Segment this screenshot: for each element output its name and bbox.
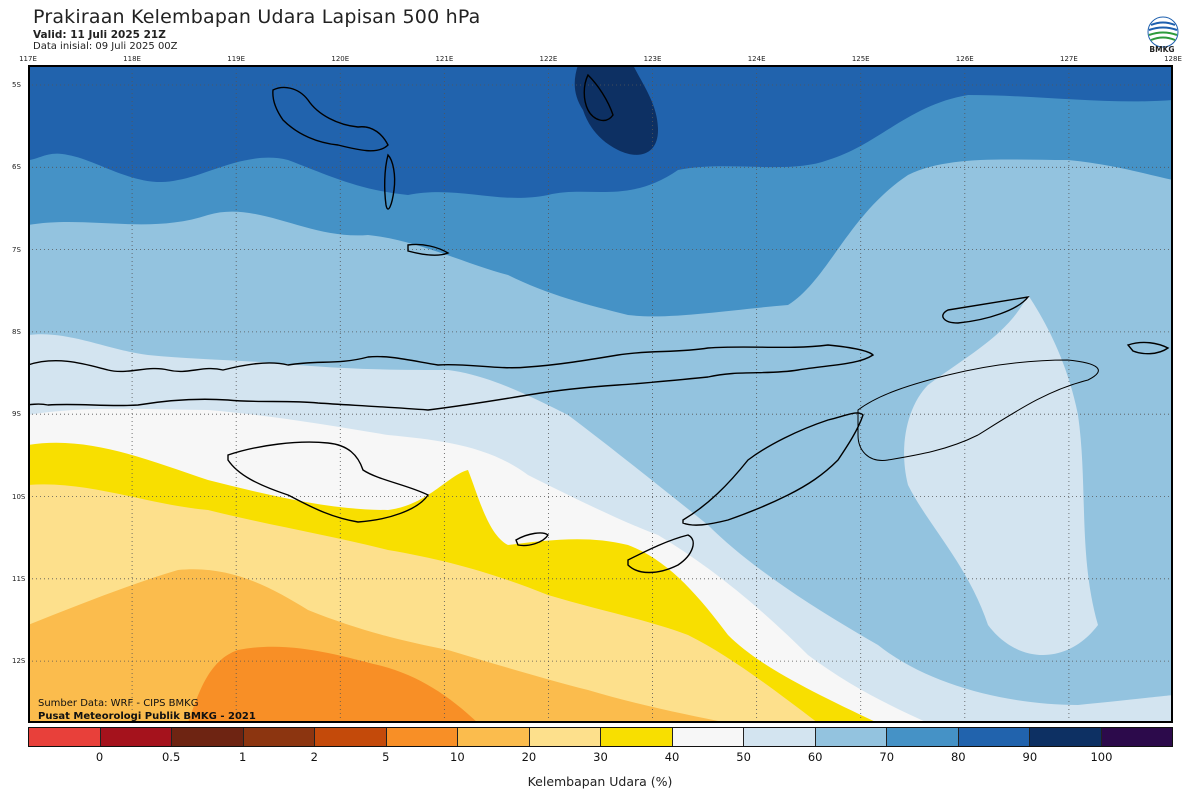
longitude-label: 120E bbox=[331, 55, 350, 63]
colorbar-segment bbox=[243, 728, 315, 746]
sumba-island bbox=[227, 441, 430, 523]
wetar-island bbox=[942, 296, 1030, 324]
colorbar-tick-label: 0 bbox=[95, 750, 104, 764]
colorbar bbox=[28, 727, 1173, 747]
colorbar-tick-label: 80 bbox=[950, 750, 966, 764]
latitude-label: 11S bbox=[12, 574, 26, 583]
longitude-label: 127E bbox=[1060, 55, 1078, 63]
map-border bbox=[28, 65, 1173, 723]
humidity-map bbox=[27, 65, 1173, 723]
colorbar-segment bbox=[601, 728, 673, 746]
colorbar-tick-label: 1 bbox=[239, 750, 247, 764]
longitude-label: 121E bbox=[435, 55, 454, 63]
latitude-label: 6S bbox=[12, 163, 21, 172]
buton-island bbox=[583, 73, 614, 122]
timor-island bbox=[682, 412, 864, 526]
bmkg-logo-icon bbox=[1147, 16, 1179, 48]
humidity-50-60-east-area bbox=[904, 295, 1098, 655]
colorbar-tick-label: 70 bbox=[879, 750, 895, 764]
longitude-label: 117E bbox=[19, 55, 37, 63]
colorbar-segment bbox=[458, 728, 530, 746]
colorbar-tick-label: 30 bbox=[593, 750, 608, 764]
colorbar-segment bbox=[887, 728, 959, 746]
longitude-label: 118E bbox=[123, 55, 141, 63]
colorbar-segment bbox=[744, 728, 816, 746]
colorbar-segment bbox=[29, 728, 101, 746]
colorbar-tick-label: 0.5 bbox=[161, 750, 181, 764]
colorbar-segment bbox=[386, 728, 458, 746]
longitude-label: 124E bbox=[747, 55, 766, 63]
colorbar-segment bbox=[100, 728, 172, 746]
colorbar-segment bbox=[672, 728, 744, 746]
longitude-label: 119E bbox=[227, 55, 246, 63]
colorbar-segment bbox=[315, 728, 387, 746]
map-canvas bbox=[27, 65, 1173, 723]
latitude-label: 10S bbox=[12, 492, 26, 501]
publisher: Pusat Meteorologi Publik BMKG - 2021 bbox=[38, 711, 256, 722]
init-time: Data inisial: 09 Juli 2025 00Z bbox=[33, 41, 178, 52]
colorbar-segment bbox=[1101, 728, 1172, 746]
data-source: Sumber Data: WRF - CIPS BMKG bbox=[38, 698, 199, 709]
colorbar-tick-label: 10 bbox=[450, 750, 465, 764]
rote-island bbox=[627, 534, 694, 574]
longitude-label: 125E bbox=[851, 55, 870, 63]
colorbar-segment bbox=[172, 728, 244, 746]
latitude-label: 5S bbox=[12, 81, 21, 89]
latitude-label: 7S bbox=[12, 245, 21, 254]
valid-time: Valid: 11 Juli 2025 21Z bbox=[33, 29, 166, 41]
logo-text: BMKG bbox=[1149, 45, 1175, 54]
latitude-label: 12S bbox=[12, 657, 26, 666]
flores-sea-islands bbox=[407, 243, 450, 256]
colorbar-tick-label: 5 bbox=[382, 750, 390, 764]
humidity-90-100-area bbox=[574, 65, 658, 155]
colorbar-segment bbox=[529, 728, 601, 746]
map-title: Prakiraan Kelembapan Udara Lapisan 500 h… bbox=[33, 6, 481, 28]
colorbar-tick-label: 50 bbox=[736, 750, 751, 764]
colorbar-title: Kelembapan Udara (%) bbox=[527, 774, 673, 789]
colorbar-tick-label: 2 bbox=[310, 750, 318, 764]
credits: Sumber Data: WRF - CIPS BMKG Pusat Meteo… bbox=[38, 697, 256, 723]
colorbar-tick-label: 100 bbox=[1090, 750, 1113, 764]
sulawesi-south bbox=[272, 86, 389, 152]
longitude-label: 128E bbox=[1164, 55, 1182, 63]
colorbar-tick-label: 60 bbox=[807, 750, 823, 764]
sawu-island bbox=[515, 532, 549, 547]
colorbar-tick-label: 40 bbox=[664, 750, 680, 764]
lesser-sunda-islands bbox=[27, 344, 875, 411]
east-island bbox=[1126, 341, 1170, 355]
coastlines bbox=[27, 73, 1170, 574]
colorbar-tick-label: 90 bbox=[1022, 750, 1038, 764]
longitude-label: 123E bbox=[643, 55, 662, 63]
latitude-label: 9S bbox=[12, 410, 21, 419]
selayar-island bbox=[383, 153, 396, 210]
longitude-label: 126E bbox=[955, 55, 974, 63]
humidity-5-10-area bbox=[188, 646, 478, 723]
map-grid bbox=[28, 65, 1173, 723]
longitude-label: 122E bbox=[539, 55, 558, 63]
colorbar-segment bbox=[815, 728, 887, 746]
latitude-label: 8S bbox=[12, 327, 21, 336]
colorbar-segment bbox=[958, 728, 1030, 746]
colorbar-tick-label: 20 bbox=[521, 750, 537, 764]
colorbar-segment bbox=[1030, 728, 1102, 746]
maritime-boundary bbox=[857, 359, 1099, 461]
